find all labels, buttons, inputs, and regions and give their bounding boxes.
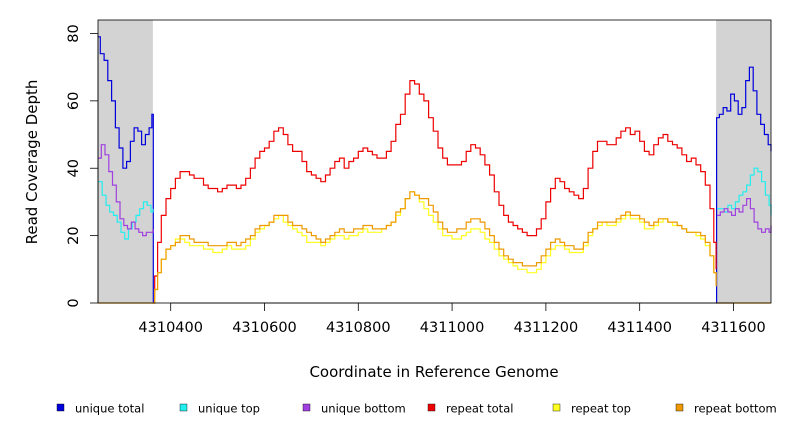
series-repeat-bottom-segment-2 (152, 191, 717, 304)
series-repeat-top-segment-1 (152, 191, 717, 304)
legend: unique total unique top unique bottom repea… (56, 402, 777, 416)
series-lines (98, 36, 772, 304)
legend-label-repeat-total: repeat total (446, 402, 513, 416)
x-tick-label: 4310800 (326, 320, 391, 336)
legend-swatch-unique-total (56, 403, 65, 412)
y-axis-label: Read Coverage Depth (23, 80, 41, 245)
series-unique-total-segment-2 (716, 66, 772, 304)
y-axis: 0 20 40 60 80 (66, 24, 99, 308)
series-unique-top-segment-2 (717, 167, 772, 216)
x-tick-label: 4311400 (607, 320, 672, 336)
x-axis: 4310400 4310600 4310800 4311000 4311200 43114… (138, 302, 766, 336)
y-tick-label: 80 (66, 24, 82, 42)
x-tick-label: 4310400 (138, 320, 203, 336)
legend-label-unique-bottom: unique bottom (321, 402, 406, 416)
x-tick-label: 4311000 (420, 320, 485, 336)
legend-swatch-repeat-top (552, 403, 561, 412)
y-tick-label: 20 (66, 226, 82, 244)
legend-label-repeat-bottom: repeat bottom (694, 402, 777, 416)
x-axis-label: Coordinate in Reference Genome (309, 363, 558, 381)
plot-frame (97, 19, 772, 304)
series-unique-total-segment-1 (98, 36, 154, 303)
y-tick-label: 40 (66, 159, 82, 177)
shaded-region-1 (98, 20, 153, 303)
shaded-regions (98, 20, 771, 303)
x-tick-label: 4311200 (514, 320, 579, 336)
x-tick-label: 4311600 (701, 320, 766, 336)
series-unique-bottom-segment-1 (98, 144, 154, 237)
y-tick-label: 60 (66, 92, 82, 110)
shaded-region-2 (716, 20, 771, 303)
series-unique-bottom-segment-2 (717, 198, 772, 233)
series-unique-top-segment-1 (98, 181, 154, 240)
legend-label-repeat-top: repeat top (571, 402, 631, 416)
x-tick-label: 4310600 (232, 320, 297, 336)
legend-label-unique-total: unique total (75, 402, 144, 416)
y-tick-label: 0 (66, 298, 82, 307)
legend-swatch-unique-top (179, 403, 188, 412)
legend-label-unique-top: unique top (198, 402, 260, 416)
series-repeat-total-segment-1 (152, 80, 717, 304)
legend-swatch-unique-bottom (302, 403, 311, 412)
legend-swatch-repeat-bottom (675, 403, 684, 412)
legend-swatch-repeat-total (427, 403, 436, 412)
